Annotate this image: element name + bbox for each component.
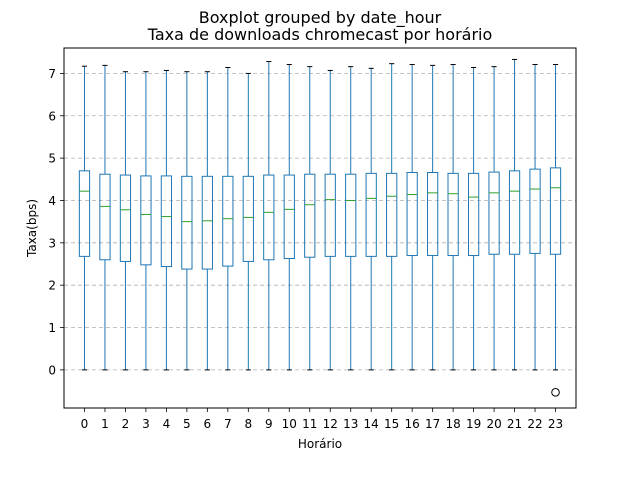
x-tick-label: 16 [405, 417, 420, 431]
box-group-0 [78, 65, 91, 371]
box-group-10 [283, 64, 295, 371]
box-iqr [324, 173, 336, 257]
x-tick-label: 8 [244, 417, 252, 431]
box-iqr [140, 175, 152, 266]
y-axis-label: Taxa(bps) [25, 199, 39, 258]
x-tick-label: 9 [265, 417, 273, 431]
box-iqr [467, 172, 480, 257]
y-tick-label: 4 [48, 194, 56, 208]
x-tick-label: 12 [323, 417, 338, 431]
box-iqr [529, 168, 541, 254]
box-group-3 [140, 71, 152, 371]
x-tick-label: 20 [486, 417, 501, 431]
chart-suptitle: Boxplot grouped by date_hour [199, 8, 442, 28]
box-group-22 [529, 64, 541, 371]
box-iqr [427, 172, 439, 257]
box-group-5 [181, 71, 193, 371]
x-tick-label: 6 [204, 417, 212, 431]
x-tick-label: 3 [142, 417, 150, 431]
outlier-point [551, 388, 560, 397]
x-tick-label: 19 [466, 417, 481, 431]
x-tick-label: 11 [302, 417, 317, 431]
box-iqr [488, 171, 500, 255]
box-iqr [78, 170, 91, 257]
x-tick-label: 10 [282, 417, 297, 431]
box-group-21 [508, 58, 521, 371]
x-axis-label: Horário [298, 437, 342, 451]
x-tick-label: 22 [527, 417, 542, 431]
x-tick-label: 7 [224, 417, 232, 431]
box-iqr [447, 172, 459, 257]
box-group-14 [365, 67, 377, 371]
box-group-17 [427, 64, 439, 371]
box-group-9 [263, 61, 275, 371]
box-group-19 [467, 66, 480, 371]
box-iqr [406, 172, 418, 257]
box-iqr [99, 173, 111, 261]
y-tick-label: 6 [48, 109, 56, 123]
box-group-6 [201, 71, 213, 371]
x-tick-label: 23 [548, 417, 563, 431]
y-tick-label: 7 [48, 67, 56, 81]
x-tick-label: 18 [445, 417, 460, 431]
box-iqr [263, 174, 275, 261]
x-tick-label: 1 [101, 417, 109, 431]
box-group-16 [406, 64, 418, 371]
y-tick-label: 0 [48, 363, 56, 377]
box-iqr [283, 174, 295, 259]
x-tick-label: 0 [81, 417, 89, 431]
box-group-8 [242, 72, 254, 371]
box-group-4 [160, 69, 173, 371]
x-tick-label: 2 [122, 417, 130, 431]
x-tick-label: 15 [384, 417, 399, 431]
x-tick-label: 13 [343, 417, 358, 431]
box-iqr [242, 175, 254, 262]
box-iqr [181, 175, 193, 270]
box-group-2 [119, 71, 132, 371]
box-iqr [508, 170, 521, 255]
box-iqr [160, 175, 173, 268]
x-tick-label: 5 [183, 417, 191, 431]
box-iqr [345, 173, 357, 257]
y-tick-label: 5 [48, 152, 56, 166]
box-group-13 [345, 66, 357, 371]
box-group-1 [99, 64, 111, 371]
chart-title: Taxa de downloads chromecast por horário [147, 25, 493, 44]
x-tick-label: 4 [163, 417, 171, 431]
box-iqr [549, 167, 562, 255]
box-group-20 [488, 66, 500, 371]
box-group-15 [386, 63, 398, 371]
x-tick-label: 14 [364, 417, 379, 431]
grid-lines [64, 73, 576, 371]
box-group-12 [324, 69, 336, 371]
box-iqr [222, 175, 234, 267]
box-group-23 [549, 64, 562, 371]
y-tick-label: 3 [48, 236, 56, 250]
box-iqr [365, 172, 377, 257]
y-tick-label: 1 [48, 321, 56, 335]
y-tick-label: 2 [48, 279, 56, 293]
box-iqr [304, 173, 316, 258]
x-tick-label: 17 [425, 417, 440, 431]
box-iqr [119, 174, 132, 262]
plot-frame [63, 47, 577, 409]
box-iqr [201, 175, 213, 270]
box-group-7 [222, 66, 234, 371]
box-group-18 [447, 64, 459, 371]
x-tick-label: 21 [507, 417, 522, 431]
box-iqr [386, 172, 398, 257]
boxes [78, 58, 562, 397]
box-group-11 [304, 66, 316, 371]
